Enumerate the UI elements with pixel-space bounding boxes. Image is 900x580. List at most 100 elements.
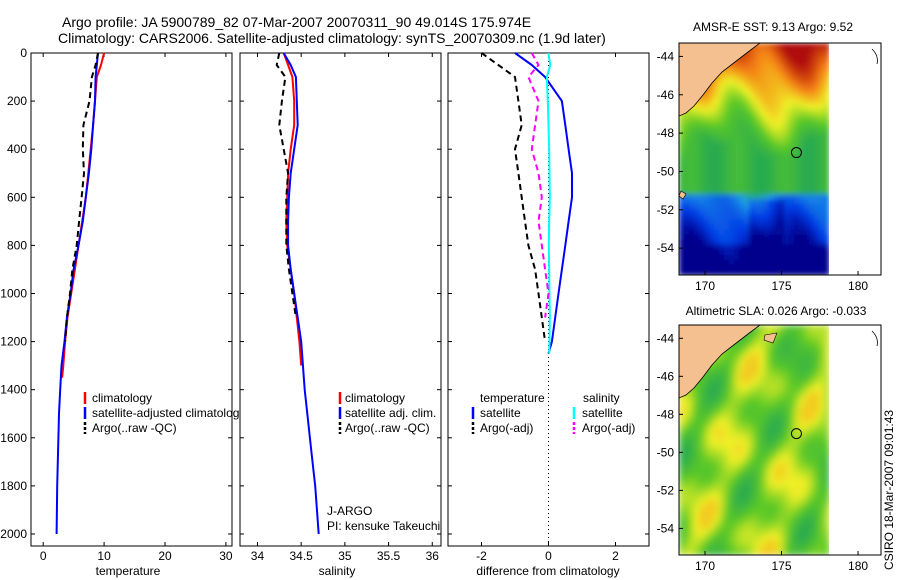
- map-cell: [684, 495, 690, 501]
- map-cell: [724, 470, 730, 476]
- map-cell: [769, 63, 775, 69]
- map-cell: [714, 515, 720, 521]
- map-cell: [764, 214, 770, 221]
- map-cell: [709, 164, 715, 170]
- map-cell: [804, 174, 810, 180]
- map-cell: [744, 550, 750, 555]
- map-cell: [789, 159, 795, 165]
- map-cell: [744, 350, 750, 356]
- map-cell: [679, 239, 685, 246]
- map-cell: [759, 259, 765, 266]
- map-cell: [739, 470, 745, 476]
- map-cell: [704, 475, 710, 481]
- map-cell: [764, 515, 770, 521]
- map-cell: [799, 164, 805, 170]
- map-cell: [804, 63, 810, 69]
- map-cell: [794, 189, 800, 195]
- map-cell: [699, 425, 705, 431]
- map-cell: [684, 184, 690, 190]
- map-cell: [754, 535, 760, 541]
- map-cell: [794, 400, 800, 406]
- map-cell: [779, 194, 785, 200]
- map-lat-label: -46: [657, 369, 675, 383]
- map-cell: [814, 475, 820, 481]
- map-cell: [769, 440, 775, 446]
- map-cell: [719, 540, 725, 546]
- map-cell: [749, 108, 755, 115]
- map-cell: [719, 365, 725, 371]
- map-cell: [724, 510, 730, 516]
- map-cell: [819, 98, 825, 105]
- map-cell: [684, 470, 690, 476]
- map-cell: [819, 355, 825, 361]
- map-cell: [684, 244, 690, 251]
- map-cell: [689, 264, 695, 271]
- map-cell: [759, 460, 765, 466]
- map-cell: [794, 495, 800, 501]
- map-cell: [694, 385, 700, 391]
- map-cell: [704, 164, 710, 170]
- map-cell: [699, 234, 705, 241]
- map-cell: [724, 455, 730, 461]
- map-cell: [824, 73, 829, 79]
- map-cell: [689, 460, 695, 466]
- map-cell: [824, 550, 829, 555]
- map-cell: [824, 174, 829, 180]
- map-cell: [764, 199, 770, 205]
- map-cell: [779, 445, 785, 451]
- map-cell: [794, 229, 800, 236]
- map-cell: [704, 138, 710, 145]
- map-cell: [714, 485, 720, 491]
- map-cell: [819, 234, 825, 241]
- map-cell: [799, 68, 805, 74]
- map-cell: [814, 390, 820, 396]
- map-cell: [789, 153, 795, 160]
- map-cell: [814, 73, 820, 79]
- map-cell: [764, 164, 770, 170]
- map-cell: [699, 133, 705, 140]
- map-cell: [814, 93, 820, 100]
- map-cell: [799, 345, 805, 351]
- map-cell: [729, 480, 735, 486]
- map-cell: [814, 219, 820, 226]
- map-cell: [694, 545, 700, 551]
- map-cell: [709, 515, 715, 521]
- map-cell: [709, 179, 715, 185]
- map-cell: [784, 98, 790, 105]
- map-cell: [734, 460, 740, 466]
- map-cell: [729, 264, 735, 271]
- map-cell: [714, 269, 720, 275]
- map-cell: [804, 330, 810, 336]
- map-cell: [814, 535, 820, 541]
- map-cell: [769, 460, 775, 466]
- temperature-tick-label: 20: [158, 549, 172, 563]
- map-cell: [694, 138, 700, 145]
- map-cell: [789, 199, 795, 205]
- map-cell: [719, 108, 725, 115]
- map-cell: [824, 385, 829, 391]
- map-cell: [739, 83, 745, 89]
- map-cell: [809, 550, 815, 555]
- map-cell: [809, 505, 815, 511]
- map-cell: [809, 405, 815, 411]
- map-cell: [759, 88, 765, 95]
- map-cell: [679, 510, 685, 516]
- map-cell: [784, 88, 790, 95]
- map-cell: [694, 143, 700, 150]
- map-cell: [809, 350, 815, 356]
- map-cell: [779, 123, 785, 130]
- map-cell: [729, 63, 735, 69]
- map-cell: [774, 138, 780, 145]
- map-cell: [819, 455, 825, 461]
- map-cell: [779, 490, 785, 496]
- map-cell: [749, 530, 755, 536]
- map-cell: [804, 199, 810, 205]
- map-cell: [769, 159, 775, 165]
- map-cell: [784, 53, 790, 59]
- map-cell: [759, 415, 765, 421]
- map-cell: [734, 420, 740, 426]
- map-cell: [749, 425, 755, 431]
- map-cell: [809, 73, 815, 79]
- map-cell: [759, 410, 765, 416]
- map-cell: [699, 455, 705, 461]
